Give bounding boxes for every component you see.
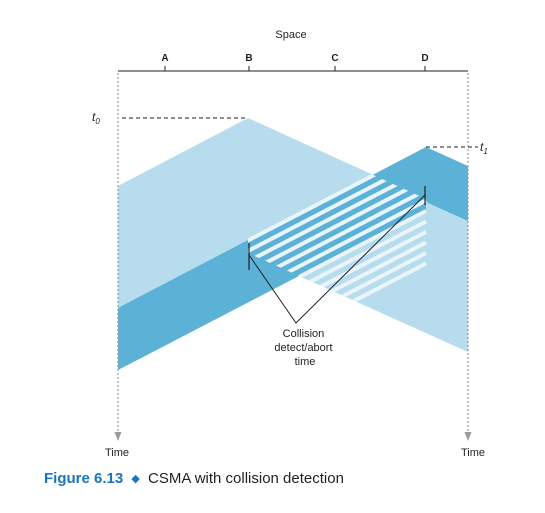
t0-label: t0	[92, 110, 100, 126]
wave-b-left	[118, 118, 248, 322]
collision-pointer	[248, 194, 426, 324]
space-label: Space	[275, 29, 306, 41]
caption-text: CSMA with collision detection	[148, 470, 344, 487]
caption-diamond-icon: ◆	[131, 473, 140, 485]
station-a-label: A	[161, 53, 168, 64]
station-b-label: B	[245, 53, 252, 64]
hatch-stripe	[248, 177, 427, 342]
collision-annotation: Collision detect/abort time	[274, 328, 335, 368]
station-d-label: D	[421, 53, 428, 64]
time-arrow-left	[114, 432, 122, 441]
time-arrow-right	[464, 432, 472, 441]
time-label-right: Time	[461, 447, 485, 459]
t1-label: t1	[480, 140, 488, 156]
hatch-stripe	[248, 156, 427, 321]
wave-d-right	[426, 147, 468, 221]
station-c-label: C	[331, 53, 338, 64]
hatch-stripe	[248, 167, 427, 331]
time-label-left: Time	[105, 447, 129, 459]
figure-number: Figure 6.13	[44, 470, 124, 487]
figure-caption: Figure 6.13 ◆ CSMA with collision detect…	[44, 470, 344, 487]
